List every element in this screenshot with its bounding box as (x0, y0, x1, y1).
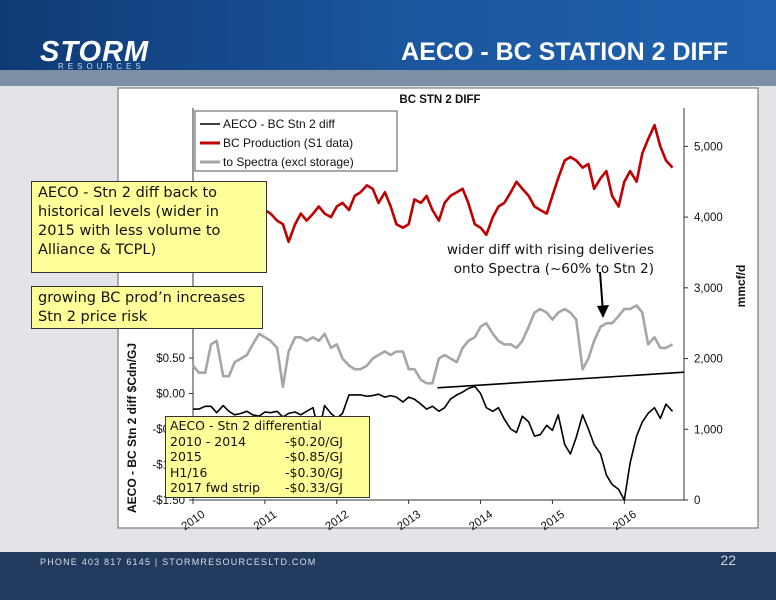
legend-box (194, 110, 398, 172)
page-number: 22 (720, 552, 736, 568)
legend: AECO - BC Stn 2 diff BC Production (S1 d… (194, 110, 398, 172)
left-tick-label: $0.50 (156, 353, 185, 365)
table-row: 2017 fwd strip -$0.33/GJ (170, 480, 365, 496)
legend-label-production: BC Production (S1 data) (223, 136, 353, 150)
header-shadow-band (0, 70, 776, 86)
differential-table-title: AECO - Stn 2 differential (170, 418, 322, 433)
storm-logo-subtitle: RESOURCES (58, 62, 145, 71)
table-row-value: -$0.20/GJ (285, 433, 343, 449)
annotation-arrow-shaft (599, 271, 604, 313)
right-tick-label: 0 (694, 495, 700, 507)
left-axis-label: AECO - BC Stn 2 diff $Cdn/GJ (125, 343, 139, 513)
chart-title: BC STN 2 DIFF (399, 94, 480, 106)
right-tick-label: 4,000 (694, 212, 723, 224)
table-row: H1/16 -$0.30/GJ (170, 465, 365, 481)
series-layer (191, 123, 685, 501)
table-row-label: 2015 (170, 449, 202, 464)
table-row-value: -$0.85/GJ (285, 449, 343, 464)
series-line-to-spectra-excl-storage (191, 304, 674, 389)
slide-footer (0, 552, 776, 600)
table-row-label: 2010 - 2014 (170, 433, 247, 449)
left-tick-label: -$1.50 (152, 495, 185, 507)
right-axis-label: mmcf/d (734, 265, 748, 308)
table-row-label: 2017 fwd strip (170, 480, 261, 495)
legend-label-diff: AECO - BC Stn 2 diff (223, 117, 335, 131)
table-row: 2010 - 2014 -$0.20/GJ (170, 434, 365, 450)
legend-label-spectra: to Spectra (excl storage) (223, 155, 354, 169)
slide-header (0, 0, 776, 86)
table-row-value: -$0.30/GJ (285, 464, 343, 480)
series-line-aeco-bc-stn-2-diff (193, 385, 674, 501)
differential-table: AECO - Stn 2 differential 2010 - 2014 -$… (165, 416, 370, 498)
storm-logo: STORM (40, 36, 150, 68)
slide-title: AECO - BC STATION 2 DIFF (401, 38, 728, 66)
right-tick-label: 5,000 (694, 141, 723, 153)
spectra-annotation: wider diff with rising deliveries onto S… (446, 242, 654, 277)
footer-contact: PHONE 403 817 6145 | STORMRESOURCESLTD.C… (40, 557, 317, 567)
trendline (437, 371, 685, 389)
table-row: 2015 -$0.85/GJ (170, 449, 365, 465)
callout-diff-historical: AECO - Stn 2 diff back to historical lev… (31, 181, 267, 273)
right-tick-label: 1,000 (694, 424, 723, 436)
table-row-value: -$0.33/GJ (285, 480, 343, 495)
callout-price-risk: growing BC prod’n increases Stn 2 price … (31, 286, 263, 329)
left-tick-label: $0.00 (156, 389, 185, 401)
right-tick-label: 3,000 (694, 283, 723, 295)
series-line-bc-production-s1-data (193, 123, 674, 244)
right-tick-label: 2,000 (694, 354, 723, 366)
annotation-arrow-head (597, 305, 609, 318)
table-row-label: H1/16 (170, 464, 208, 480)
